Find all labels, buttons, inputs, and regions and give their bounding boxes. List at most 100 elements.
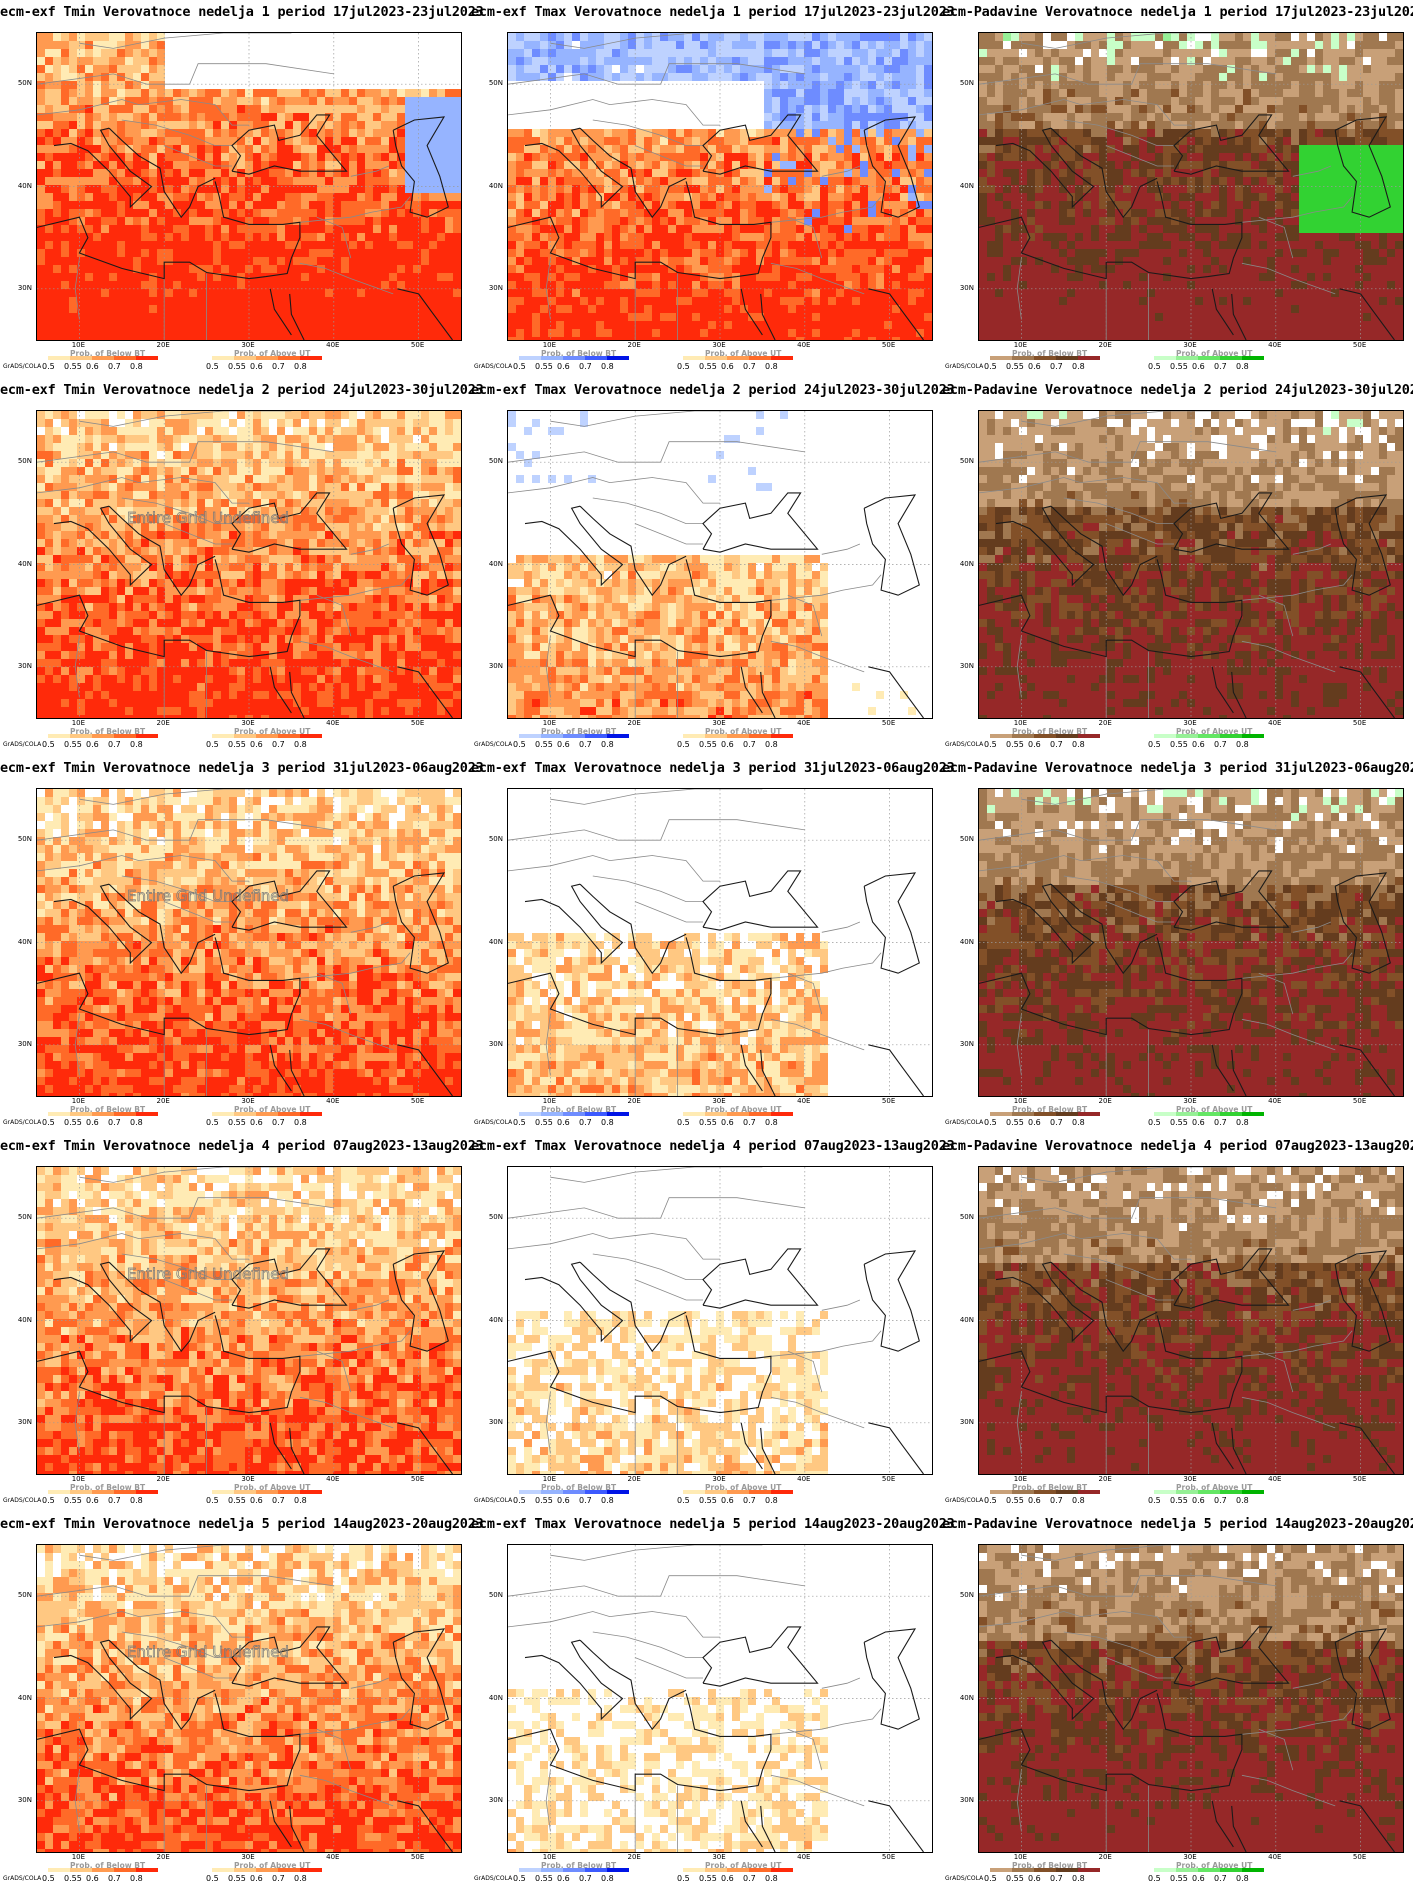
legend-colorbar [1154,1112,1264,1116]
coastlines [508,1626,924,1852]
country-borders [37,33,411,340]
legend-swatch [300,1112,322,1116]
legend-swatch [1242,1112,1264,1116]
legend-value: 0.55 [64,1874,82,1883]
lon-tick-label: 30E [1183,341,1196,349]
legend-value: 0.55 [535,740,553,749]
lon-tick-label: 40E [326,1475,339,1483]
legend-swatch [1154,1868,1176,1872]
legend-below-title: Prob. of Below BT [70,1105,145,1114]
legend-swatch [563,1490,585,1494]
legend-value: 0.6 [557,740,570,749]
probability-field [37,33,461,340]
lon-tick-label: 20E [1099,1475,1112,1483]
legend-value: 0.5 [984,1874,997,1883]
legend-swatch [1242,1868,1264,1872]
legend-below-title: Prob. of Below BT [1012,1483,1087,1492]
legend-colorbar [519,1868,629,1872]
lon-tick-label: 50E [882,1097,895,1105]
legend-swatch [541,356,563,360]
legend-swatch [136,1490,158,1494]
legend-value: 0.6 [86,1496,99,1505]
legend-value: 0.7 [1214,1118,1227,1127]
legend-swatch [278,1868,300,1872]
coastlines [37,492,453,718]
lon-tick-label: 50E [1353,1475,1366,1483]
panel-title: ecm-Padavine Verovatnoce nedelja 5 perio… [942,1516,1413,1532]
legend-colorbar [990,1868,1100,1872]
coastlines [508,870,924,1096]
panel-title: ecm-exf Tmin Verovatnoce nedelja 5 perio… [0,1516,484,1532]
legend-swatch [1220,1490,1242,1494]
lat-tick-label: 40N [489,560,503,568]
lat-tick-label: 30N [18,284,32,292]
lat-tick-label: 30N [960,284,974,292]
lat-tick-label: 50N [18,1591,32,1599]
legend-swatch [1176,734,1198,738]
legend-colorbar [1154,1868,1264,1872]
panel-title: ecm-exf Tmin Verovatnoce nedelja 4 perio… [0,1138,484,1154]
legend-value: 0.55 [1006,740,1024,749]
lat-tick-label: 40N [18,1316,32,1324]
legend-swatch [1078,1112,1100,1116]
legend-swatch [541,1112,563,1116]
legend-swatch [771,1868,793,1872]
lat-tick-label: 30N [489,284,503,292]
legend-swatch [278,356,300,360]
legend-above-title: Prob. of Above UT [1176,1861,1252,1870]
legend-value: 0.6 [557,1874,570,1883]
legend-swatch [519,734,541,738]
lon-tick-label: 20E [628,1097,641,1105]
legend-value: 0.5 [513,1874,526,1883]
probability-map [979,33,1403,340]
lon-tick-label: 10E [1014,1097,1027,1105]
legend-value: 0.5 [677,1118,690,1127]
legend-swatch [749,1490,771,1494]
legend-colorbar [519,356,629,360]
legend-swatch [727,734,749,738]
lon-tick-label: 20E [157,1475,170,1483]
legend-value: 0.55 [1006,1118,1024,1127]
legend-swatch [1012,734,1034,738]
country-borders [979,33,1353,340]
probability-field [979,1545,1403,1852]
probability-map [37,33,461,340]
grads-credit: GrADS/COLA [3,741,41,748]
lon-tick-label: 30E [1183,1475,1196,1483]
legend-below-title: Prob. of Below BT [70,727,145,736]
legend-value: 0.55 [228,1874,246,1883]
lon-tick-label: 50E [411,1853,424,1861]
map-area: Entire Grid Undefined [36,788,462,1097]
legend-value: 0.8 [294,740,307,749]
probability-field [508,1689,828,1852]
legend-swatch [278,1112,300,1116]
legend-value: 0.6 [721,740,734,749]
legend-value: 0.55 [699,362,717,371]
legend-value: 0.5 [1148,1118,1161,1127]
lon-tick-label: 40E [797,1475,810,1483]
legend-swatch [1012,1868,1034,1872]
legend-value: 0.8 [1072,362,1085,371]
lon-tick-label: 50E [882,719,895,727]
grads-credit: GrADS/COLA [945,1497,983,1504]
legend-colorbar [1154,1490,1264,1494]
legend-swatch [1176,1112,1198,1116]
lon-tick-label: 10E [1014,1853,1027,1861]
lat-tick-label: 30N [960,1040,974,1048]
map-panel: ecm-exf Tmax Verovatnoce nedelja 1 perio… [471,4,955,383]
panel-title: ecm-exf Tmax Verovatnoce nedelja 5 perio… [471,1516,955,1532]
legend-value: 0.5 [984,1118,997,1127]
legend-value: 0.6 [250,1496,263,1505]
legend-swatch [300,734,322,738]
legend-value: 0.8 [130,1496,143,1505]
legend-swatch [1078,1868,1100,1872]
country-borders [979,1545,1353,1852]
legend-swatch [256,734,278,738]
legend-value: 0.8 [294,1496,307,1505]
legend-swatch [705,1868,727,1872]
legend-swatch [48,1868,70,1872]
lat-tick-label: 50N [960,79,974,87]
legend-above-title: Prob. of Above UT [234,1483,310,1492]
lon-tick-label: 20E [628,719,641,727]
legend-value: 0.6 [1192,740,1205,749]
